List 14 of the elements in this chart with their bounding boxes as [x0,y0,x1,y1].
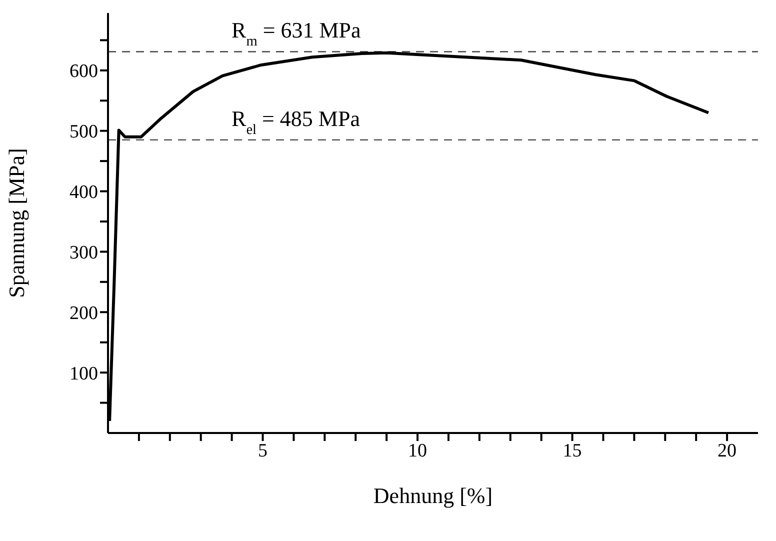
x-tick-label: 5 [258,440,268,462]
y-tick-label: 300 [70,242,98,264]
y-tick-label: 600 [70,61,98,82]
y-tick-label: 500 [70,122,98,143]
y-tick-label: 200 [70,302,98,324]
x-tick-label: 10 [408,440,428,462]
y-tick-label: 400 [70,182,98,204]
x-tick-label: 15 [562,440,582,462]
y-tick-label: 100 [70,363,98,384]
x-tick-label: 20 [718,440,737,462]
y-axis-title: Spannung [MPa] [4,148,29,298]
ref-line-label: R$_{el}$ = 485 MPa [232,106,360,138]
ref-line-label: R$_{m}$ = 631 MPa [232,18,362,50]
x-axis-title: Dehnung [%] [373,483,493,508]
